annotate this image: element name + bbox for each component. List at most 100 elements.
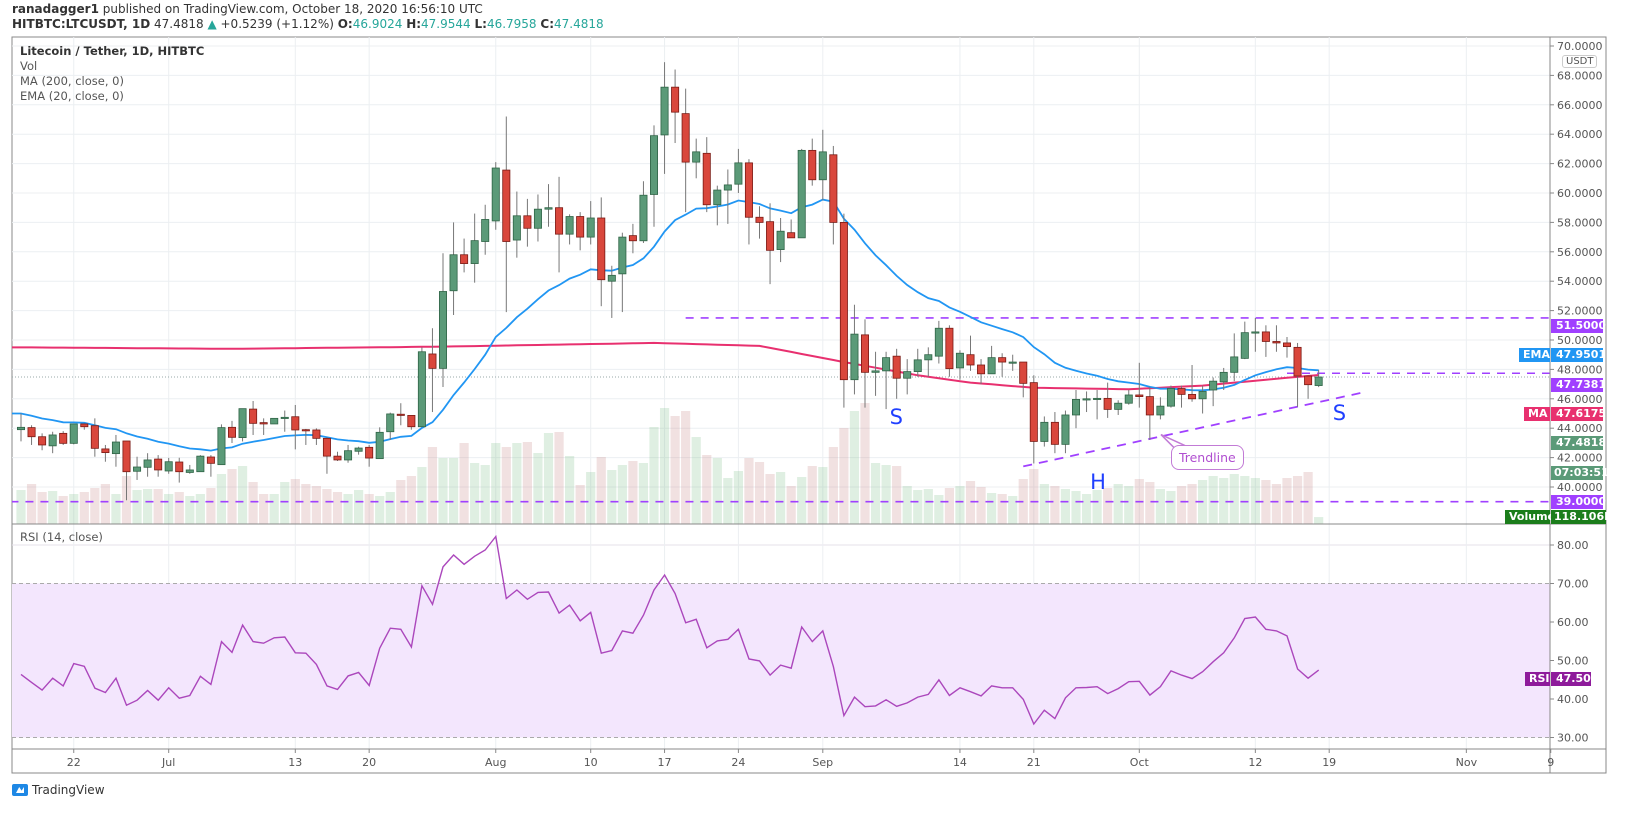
candle[interactable] [808, 138, 817, 186]
tradingview-logo[interactable]: TradingView [12, 783, 105, 797]
candle[interactable] [460, 238, 469, 273]
candle[interactable] [512, 191, 521, 258]
date-tick-label[interactable]: Oct [1130, 756, 1150, 769]
right-shoulder-label[interactable]: S [1332, 400, 1347, 425]
candles[interactable] [16, 62, 1323, 501]
candle[interactable] [671, 69, 680, 144]
candle[interactable] [270, 417, 279, 425]
price-tick-label[interactable]: 68.0000 [1557, 69, 1603, 82]
candle[interactable] [428, 328, 437, 413]
candle[interactable] [871, 351, 880, 396]
date-tick-label[interactable]: 14 [953, 756, 967, 769]
candle[interactable] [27, 425, 36, 445]
candle[interactable] [481, 204, 490, 255]
candle[interactable] [787, 219, 796, 239]
candle[interactable] [122, 440, 131, 501]
candle[interactable] [502, 116, 511, 313]
candle[interactable] [312, 428, 321, 445]
candle[interactable] [90, 418, 99, 457]
candle[interactable] [1072, 389, 1081, 429]
candle[interactable] [776, 217, 785, 263]
candle[interactable] [1272, 325, 1281, 352]
candle[interactable] [882, 351, 891, 410]
legend-rsi[interactable]: RSI (14, close) [20, 530, 103, 544]
candle[interactable] [470, 213, 479, 283]
candle[interactable] [1188, 364, 1197, 402]
candle[interactable] [1093, 389, 1102, 420]
candle[interactable] [133, 456, 142, 480]
candle[interactable] [1135, 362, 1144, 408]
candle[interactable] [206, 455, 215, 477]
date-tick-label[interactable]: 21 [1027, 756, 1041, 769]
candle[interactable] [565, 214, 574, 245]
candle[interactable] [639, 181, 648, 243]
trendline-callout[interactable]: Trendline [1170, 444, 1244, 470]
rsi-tick-label[interactable]: 80.00 [1557, 539, 1589, 552]
left-shoulder-label[interactable]: S [889, 405, 903, 430]
candle[interactable] [354, 446, 363, 455]
candle[interactable] [1177, 385, 1186, 408]
candle[interactable] [955, 350, 964, 380]
candle[interactable] [1209, 377, 1218, 407]
candle[interactable] [744, 159, 753, 245]
price-tick-label[interactable]: 62.0000 [1557, 158, 1603, 171]
price-tick-label[interactable]: 66.0000 [1557, 99, 1603, 112]
candle[interactable] [523, 198, 532, 247]
candle[interactable] [681, 88, 690, 213]
author-name[interactable]: ranadagger1 [12, 2, 99, 16]
candle[interactable] [1103, 382, 1112, 418]
axes[interactable]: 40.0000 42.0000 44.0000 46.0000 48.0000 50.00… [67, 40, 1603, 769]
candle[interactable] [111, 434, 120, 467]
rsi-tick-label[interactable]: 30.00 [1557, 732, 1589, 745]
candle[interactable] [333, 451, 342, 461]
candle[interactable] [1293, 342, 1302, 407]
legend-ma[interactable]: MA (200, close, 0) [20, 74, 124, 88]
candle[interactable] [829, 145, 838, 245]
rsi-tick-label[interactable]: 70.00 [1557, 578, 1589, 591]
legend-title[interactable]: Litecoin / Tether, 1D, HITBTC [20, 44, 205, 58]
candle[interactable] [1082, 391, 1091, 413]
candle[interactable] [48, 431, 57, 454]
candle[interactable] [217, 424, 226, 466]
price-tick-label[interactable]: 56.0000 [1557, 246, 1603, 259]
candle[interactable] [196, 455, 205, 473]
candle[interactable] [322, 437, 331, 474]
candle[interactable] [934, 320, 943, 364]
candle[interactable] [850, 304, 859, 395]
candle[interactable] [449, 222, 458, 316]
candle[interactable] [692, 138, 701, 179]
candle[interactable] [1029, 375, 1038, 464]
candle[interactable] [259, 418, 268, 435]
candle[interactable] [1230, 333, 1239, 382]
candle[interactable] [280, 410, 289, 432]
price-tick-label[interactable]: 52.0000 [1557, 305, 1603, 318]
candle[interactable] [913, 348, 922, 377]
rsi-tick-label[interactable]: 60.00 [1557, 616, 1589, 629]
price-tick-label[interactable]: 54.0000 [1557, 275, 1603, 288]
price-tick-label[interactable]: 58.0000 [1557, 216, 1603, 229]
candle[interactable] [586, 201, 595, 245]
candle[interactable] [69, 423, 78, 445]
candle[interactable] [607, 265, 616, 318]
candle[interactable] [80, 423, 89, 430]
price-tick-label[interactable]: 46.0000 [1557, 393, 1603, 406]
rsi-tick-label[interactable]: 40.00 [1557, 693, 1589, 706]
date-tick-label[interactable]: Sep [812, 756, 833, 769]
candle[interactable] [755, 206, 764, 239]
candle[interactable] [375, 427, 384, 460]
candle[interactable] [797, 148, 806, 239]
candle[interactable] [1261, 325, 1270, 357]
candle[interactable] [1145, 387, 1154, 440]
candle[interactable] [818, 129, 827, 201]
candle[interactable] [734, 148, 743, 193]
candle[interactable] [175, 457, 184, 483]
candle[interactable] [1304, 375, 1313, 399]
date-tick-label[interactable]: 9 [1547, 756, 1554, 769]
candle[interactable] [597, 197, 606, 307]
candle[interactable] [839, 213, 848, 408]
candle[interactable] [1019, 361, 1028, 398]
candle[interactable] [892, 348, 901, 399]
candle[interactable] [365, 444, 374, 467]
candle[interactable] [1251, 317, 1260, 352]
candle[interactable] [164, 457, 173, 474]
